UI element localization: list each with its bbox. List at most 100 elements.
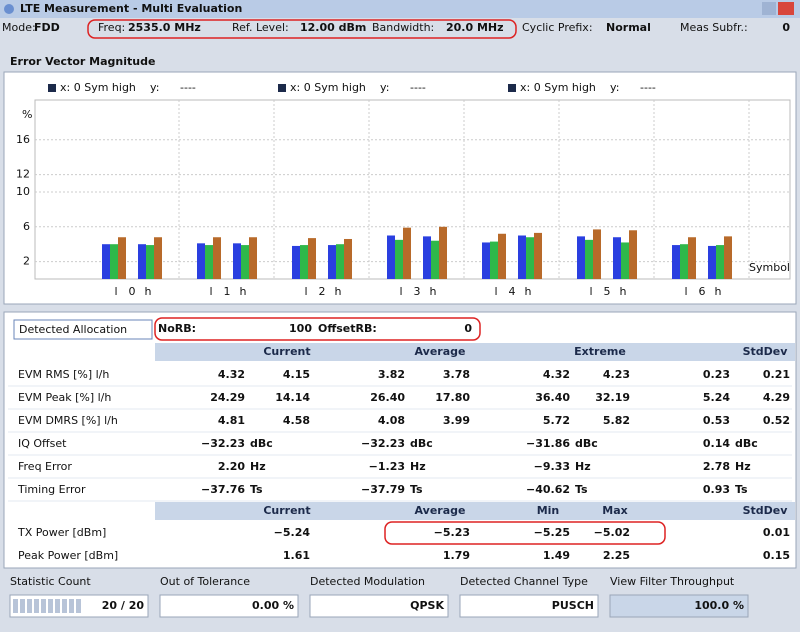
cell-unit: dBc — [575, 437, 598, 450]
cell-value: 17.80 — [435, 391, 470, 404]
bar — [328, 245, 336, 279]
close-button[interactable] — [778, 2, 794, 15]
progress-segment — [41, 599, 46, 613]
column-header: Max — [602, 504, 627, 517]
row-label: EVM DMRS [%] l/h — [18, 414, 118, 427]
legend-y: ---- — [410, 81, 426, 94]
x-high-label: h — [145, 285, 152, 298]
column-header: StdDev — [743, 504, 789, 517]
bar — [518, 235, 526, 279]
cell-value: −31.86 — [526, 437, 570, 450]
status-label: Detected Channel Type — [460, 575, 588, 588]
row-label: TX Power [dBm] — [17, 526, 106, 539]
x-low-label: l — [684, 285, 687, 298]
progress-segment — [69, 599, 74, 613]
bar — [613, 237, 621, 279]
cell-unit: dBc — [250, 437, 273, 450]
cell-value: 4.15 — [283, 368, 310, 381]
bar — [724, 236, 732, 279]
row-label: IQ Offset — [18, 437, 67, 450]
cell-value: 26.40 — [370, 391, 405, 404]
column-header: StdDev — [743, 345, 789, 358]
bar — [403, 227, 411, 279]
cell-value: 2.78 — [703, 460, 730, 473]
cell-unit: Hz — [575, 460, 591, 473]
x-low-label: l — [589, 285, 592, 298]
cell-value: 0.21 — [763, 368, 790, 381]
cell-value: 3.78 — [443, 368, 470, 381]
cell-value: −5.24 — [274, 526, 311, 539]
x-axis-label: Symbol — [749, 261, 790, 274]
legend-x: x: 0 Sym high — [290, 81, 366, 94]
progress-segment — [27, 599, 32, 613]
x-tick-label: 1 — [224, 285, 231, 298]
bar — [423, 236, 431, 279]
column-header: Average — [415, 345, 466, 358]
legend-y: ---- — [640, 81, 656, 94]
progress-segment — [13, 599, 18, 613]
cell-value: −9.33 — [534, 460, 570, 473]
y-tick-label: 10 — [16, 185, 30, 198]
bar — [688, 237, 696, 279]
status-value: PUSCH — [552, 599, 594, 612]
power-header-row — [155, 502, 795, 520]
info-mode: FDD — [34, 21, 60, 34]
cell-value: 4.23 — [603, 368, 630, 381]
x-low-label: l — [304, 285, 307, 298]
highlight-power — [384, 521, 666, 545]
bar — [102, 244, 110, 279]
y-unit: % — [22, 108, 32, 121]
info-ref-label: Ref. Level: — [232, 21, 289, 34]
legend-x: x: 0 Sym high — [60, 81, 136, 94]
bar — [534, 232, 542, 279]
window-title: LTE Measurement - Multi Evaluation — [20, 2, 242, 15]
cell-unit: Hz — [735, 460, 751, 473]
cell-value: −37.79 — [361, 483, 405, 496]
status-box — [159, 594, 299, 618]
column-header: Current — [263, 345, 310, 358]
cell-value: 4.32 — [218, 368, 245, 381]
status-box — [459, 594, 599, 618]
x-high-label: h — [525, 285, 532, 298]
row-label: Timing Error — [17, 483, 86, 496]
y-tick-label: 2 — [23, 255, 30, 268]
bar — [482, 242, 490, 279]
bar — [629, 230, 637, 279]
cell-value: −5.25 — [534, 526, 570, 539]
bar — [621, 242, 629, 279]
cell-value: −5.23 — [434, 526, 470, 539]
legend-y-label: y: — [150, 81, 159, 94]
row-label: Peak Power [dBm] — [18, 549, 118, 562]
minimize-button[interactable] — [762, 2, 776, 15]
status-box — [609, 594, 749, 618]
row-label: EVM Peak [%] l/h — [18, 391, 111, 404]
bar — [708, 245, 716, 279]
x-high-label: h — [430, 285, 437, 298]
y-tick-label: 12 — [16, 168, 30, 181]
cell-value: −37.76 — [201, 483, 245, 496]
bar — [680, 244, 688, 279]
cell-value: 0.15 — [763, 549, 790, 562]
cell-value: −40.62 — [526, 483, 570, 496]
cell-value: 4.81 — [218, 414, 245, 427]
bar — [672, 245, 680, 279]
bar — [490, 241, 498, 279]
column-header: Current — [263, 504, 310, 517]
info-cp-label: Cyclic Prefix: — [522, 21, 593, 34]
x-high-label: h — [240, 285, 247, 298]
cell-value: 1.61 — [283, 549, 310, 562]
cell-value: 5.24 — [703, 391, 730, 404]
progress-segment — [20, 599, 25, 613]
cell-value: 4.08 — [378, 414, 405, 427]
status-value: 0.00 % — [252, 599, 294, 612]
bar — [233, 243, 241, 279]
cell-value: 24.29 — [210, 391, 245, 404]
x-tick-label: 2 — [319, 285, 326, 298]
legend-marker — [278, 84, 286, 92]
cell-value: 5.72 — [543, 414, 570, 427]
status-box — [309, 594, 449, 618]
info-cp: Normal — [606, 21, 651, 34]
cell-unit: Hz — [410, 460, 426, 473]
x-high-label: h — [335, 285, 342, 298]
info-subfr-label: Meas Subfr.: — [680, 21, 748, 34]
